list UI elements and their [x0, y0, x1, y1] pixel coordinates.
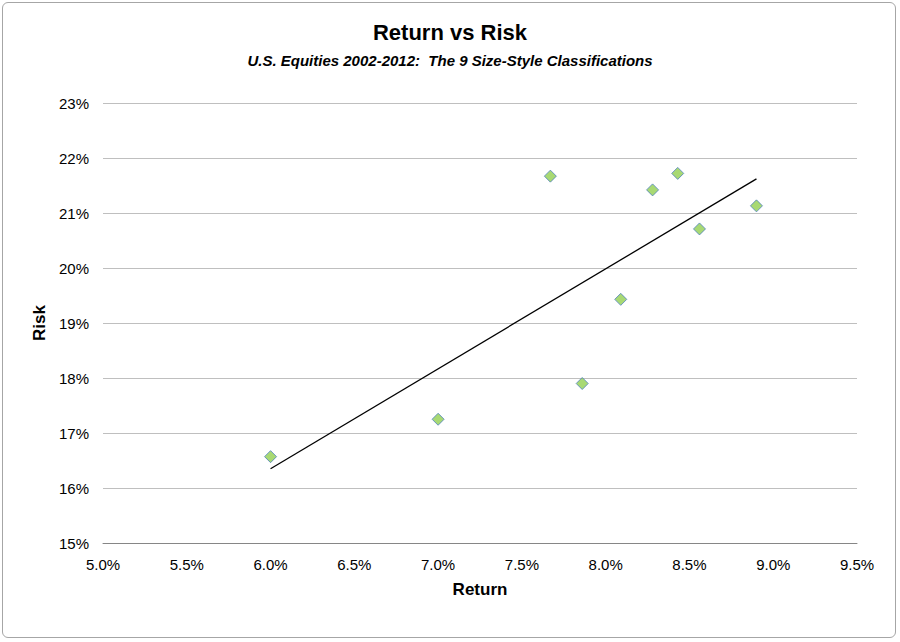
svg-text:20%: 20%: [59, 260, 89, 277]
svg-text:7.5%: 7.5%: [505, 556, 539, 573]
svg-text:6.5%: 6.5%: [337, 556, 371, 573]
svg-text:6.0%: 6.0%: [253, 556, 287, 573]
svg-text:U.S. Equities 2002-2012: The: U.S. Equities 2002-2012: The 9 Size-Styl…: [247, 52, 652, 69]
svg-text:5.5%: 5.5%: [170, 556, 204, 573]
svg-text:15%: 15%: [59, 535, 89, 552]
svg-text:23%: 23%: [59, 95, 89, 112]
svg-text:9.0%: 9.0%: [756, 556, 790, 573]
svg-text:Return: Return: [453, 580, 508, 599]
svg-text:Return vs Risk: Return vs Risk: [373, 20, 528, 45]
svg-text:7.0%: 7.0%: [421, 556, 455, 573]
svg-text:17%: 17%: [59, 425, 89, 442]
svg-text:8.5%: 8.5%: [672, 556, 706, 573]
svg-text:5.0%: 5.0%: [86, 556, 120, 573]
svg-text:16%: 16%: [59, 480, 89, 497]
svg-text:Risk: Risk: [30, 305, 49, 341]
svg-text:19%: 19%: [59, 315, 89, 332]
svg-text:22%: 22%: [59, 150, 89, 167]
svg-text:18%: 18%: [59, 370, 89, 387]
svg-text:8.0%: 8.0%: [589, 556, 623, 573]
svg-text:21%: 21%: [59, 205, 89, 222]
svg-text:9.5%: 9.5%: [840, 556, 874, 573]
